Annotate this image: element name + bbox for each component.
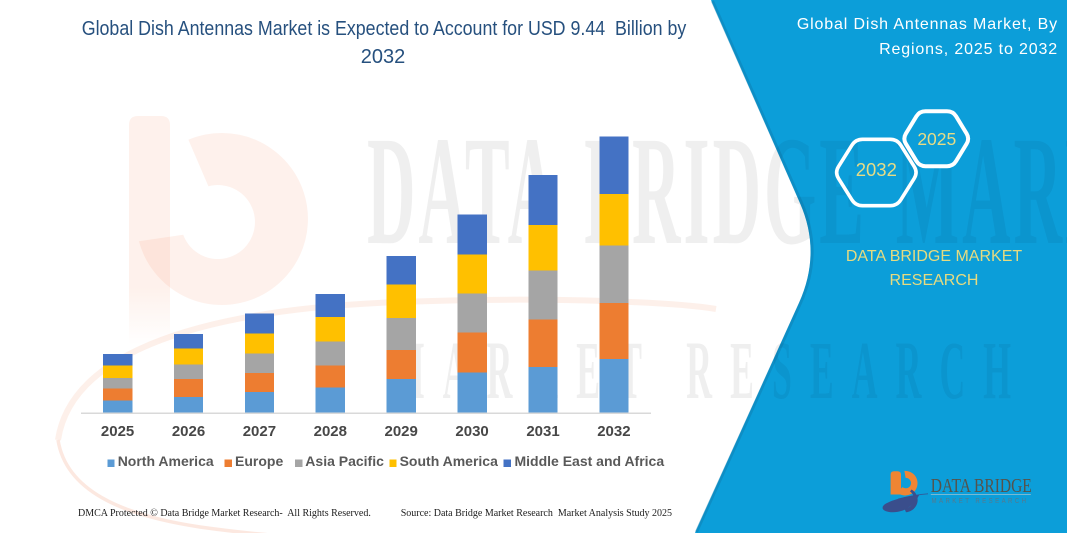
svg-text:DATA BRIDGE: DATA BRIDGE — [931, 475, 1032, 497]
svg-text:MARKET RESEARCH: MARKET RESEARCH — [932, 496, 1029, 505]
svg-text:2032: 2032 — [856, 159, 897, 180]
svg-text:2025: 2025 — [917, 129, 956, 149]
